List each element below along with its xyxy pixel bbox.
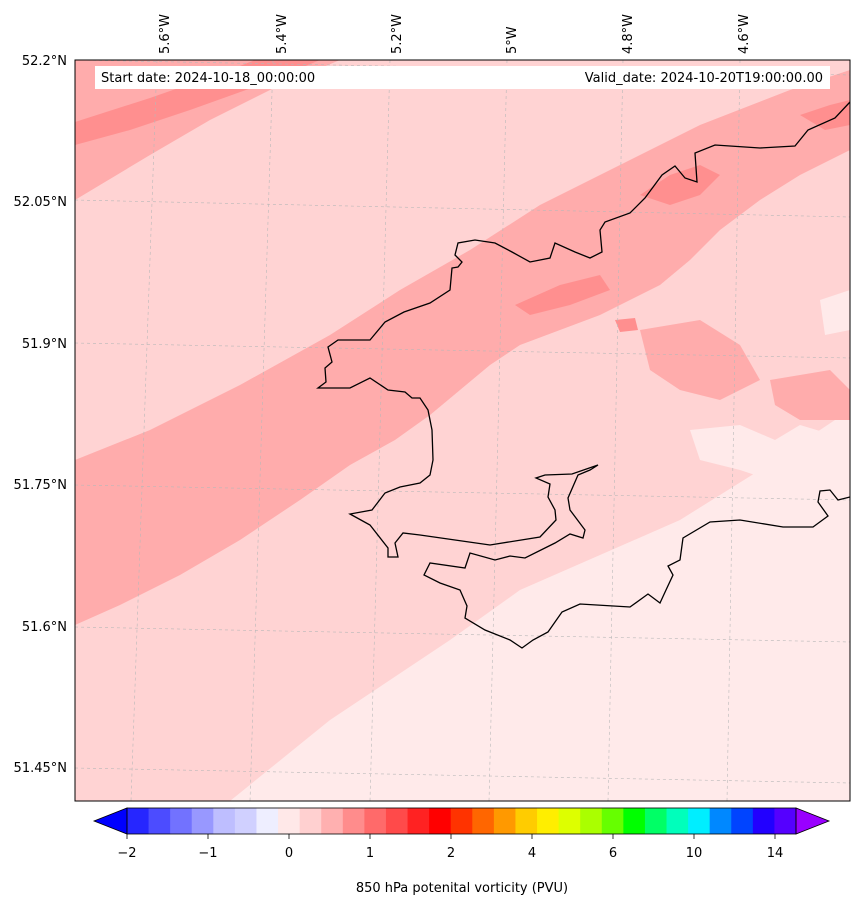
lon-label: 5.2°W: [390, 14, 405, 54]
colorbar-cell: [731, 808, 754, 834]
colorbar-cell: [623, 808, 646, 834]
colorbar-cell: [127, 808, 150, 834]
pv-field-medium-patch: [640, 320, 760, 400]
colorbar-tick-label: −2: [117, 846, 136, 861]
map-frame: [74, 59, 851, 802]
colorbar-cell: [321, 808, 344, 834]
colorbar-cell: [385, 808, 409, 834]
colorbar-cell: [342, 808, 365, 834]
colorbar-cell: [493, 808, 516, 834]
colorbar-cell: [601, 808, 624, 834]
colorbar-cell: [666, 808, 689, 834]
colorbar-cells: [127, 808, 797, 834]
colorbar-cell: [191, 808, 214, 834]
colorbar-cell: [558, 808, 581, 834]
pv-field-medium-patch: [770, 370, 850, 420]
lat-label: 51.9°N: [22, 337, 67, 352]
colorbar-cell: [278, 808, 301, 834]
lon-label: 4.8°W: [621, 14, 636, 54]
colorbar-cell: [170, 808, 193, 834]
colorbar-cell: [472, 808, 495, 834]
colorbar-frame: [126, 807, 797, 835]
colorbar-cell: [256, 808, 279, 834]
latitude-labels: 52.2°N 52.05°N 51.9°N 51.75°N 51.6°N 51.…: [14, 54, 67, 776]
colorbar-tick-label: −1: [198, 846, 217, 861]
colorbar-tick-label: 14: [767, 846, 784, 861]
colorbar-cell: [407, 808, 430, 834]
pv-field-lightest-patch: [690, 425, 850, 490]
pv-field-lightest-patch: [820, 290, 850, 335]
lat-label: 51.6°N: [22, 620, 67, 635]
colorbar-tick-label: 6: [609, 846, 617, 861]
map-panel: [75, 60, 850, 801]
colorbar-ticks: [126, 834, 776, 839]
colorbar-cell: [537, 808, 560, 834]
colorbar-right-extend-arrow: [795, 807, 831, 835]
lon-label: 5.6°W: [158, 14, 173, 54]
colorbar-cell: [450, 808, 473, 834]
pv-field-dark-patch: [800, 100, 850, 130]
colorbar-cell: [515, 808, 538, 834]
valid-date-text: Valid_date: 2024-10-20T19:00:00.00: [585, 71, 823, 86]
colorbar-cell: [752, 808, 775, 834]
colorbar-cell: [364, 808, 387, 834]
longitude-labels: 5.6°W 5.4°W 5.2°W 5°W 4.8°W 4.6°W: [158, 14, 752, 54]
colorbar-cell: [644, 808, 668, 834]
colorbar-cell: [429, 808, 452, 834]
colorbar-cell: [213, 808, 236, 834]
lat-label: 52.2°N: [22, 54, 67, 69]
lat-label: 51.75°N: [14, 478, 67, 493]
colorbar-label: 850 hPa potenital vorticity (PVU): [356, 881, 568, 896]
colorbar-cell: [299, 808, 322, 834]
pv-field-dark-patch: [615, 318, 638, 332]
colorbar-tick-label: 4: [528, 846, 536, 861]
colorbar-tick-label: 0: [285, 846, 293, 861]
start-date-text: Start date: 2024-10-18_00:00:00: [101, 71, 315, 86]
lon-label: 5°W: [505, 26, 520, 54]
colorbar-cell: [774, 808, 797, 834]
colorbar-left-extend-arrow: [92, 807, 128, 835]
colorbar-cell: [580, 808, 603, 834]
lon-label: 5.4°W: [275, 14, 290, 54]
pv-field-lightest-region: [230, 410, 850, 801]
pv-field-dark-patch: [515, 275, 610, 315]
colorbar-tick-label: 10: [686, 846, 703, 861]
lat-label: 52.05°N: [14, 195, 67, 210]
colorbar-cell: [709, 808, 732, 834]
colorbar-cell: [148, 808, 171, 834]
colorbar-cell: [688, 808, 711, 834]
colorbar: −2 −1 0 1 2 4 6 10 14 850 hPa potenital …: [92, 807, 831, 896]
colorbar-tick-label: 1: [366, 846, 374, 861]
pv-field-dark-patch: [640, 165, 720, 205]
pv-field-medium-band: [75, 60, 340, 200]
colorbar-tick-label: 2: [447, 846, 455, 861]
coastline: [316, 101, 850, 649]
colorbar-cell: [234, 808, 257, 834]
lon-label: 4.6°W: [737, 14, 752, 54]
header-box: [95, 66, 830, 89]
pv-field-medium-band: [75, 70, 850, 625]
lat-label: 51.45°N: [14, 761, 67, 776]
